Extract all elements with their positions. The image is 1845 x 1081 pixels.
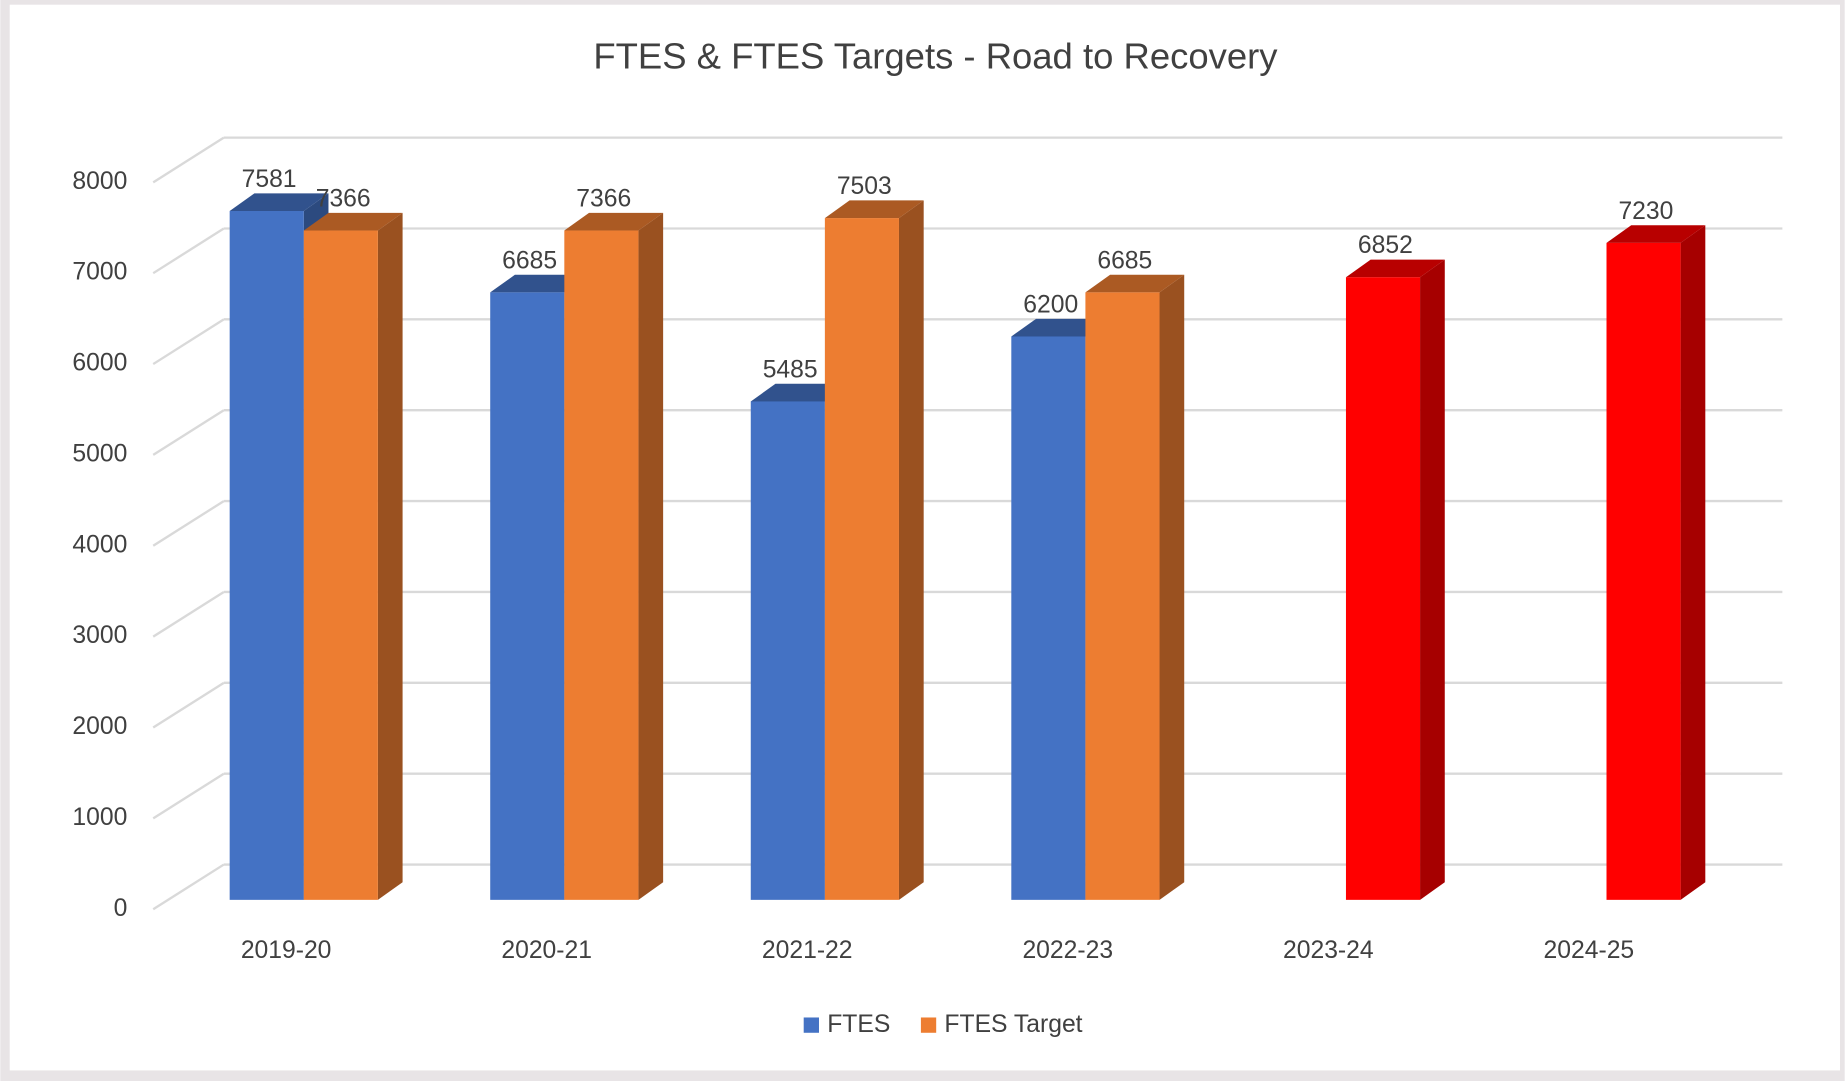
x-tick-label: 2019-20 [241, 937, 332, 964]
grid-line-side [152, 500, 225, 547]
x-tick-label: 2020-21 [501, 937, 592, 964]
bar-front [490, 292, 565, 900]
y-tick-label: 6000 [72, 350, 127, 377]
x-tick-label: 2022-23 [1022, 937, 1113, 964]
data-label: 7503 [837, 173, 892, 200]
data-label: 6852 [1358, 232, 1413, 259]
bar-front [303, 230, 378, 900]
x-tick-label: 2024-25 [1544, 937, 1635, 964]
bar-side [1159, 274, 1185, 900]
bar-top [824, 200, 924, 219]
chart-title: FTES & FTES Targets - Road to Recovery [593, 35, 1278, 76]
grid-line-side [152, 772, 225, 820]
bar-front [1011, 336, 1086, 900]
y-tick-label: 2000 [72, 713, 127, 740]
bar-front [750, 401, 825, 900]
bar-front [229, 210, 304, 900]
bar [564, 212, 664, 900]
bar-side [377, 212, 403, 900]
y-tick-label: 3000 [72, 622, 127, 649]
bar [303, 212, 403, 900]
legend-swatch [920, 1017, 937, 1033]
data-label: 7581 [242, 166, 297, 193]
grid-line-side [152, 227, 225, 275]
bar-front [1345, 277, 1421, 900]
grid-line-side [152, 136, 225, 184]
y-tick-label: 5000 [72, 440, 127, 467]
legend-swatch [803, 1017, 819, 1033]
bar [1345, 259, 1445, 900]
data-label: 6200 [1023, 291, 1078, 318]
legend-label: FTES [827, 1011, 890, 1038]
grid-line-side [152, 590, 225, 638]
bar-top [229, 193, 329, 211]
bar-top [564, 212, 664, 231]
data-label: 5485 [763, 356, 818, 383]
y-tick-label: 4000 [72, 531, 127, 558]
bar-side [1680, 225, 1706, 900]
grid-line-side [152, 681, 225, 729]
bar-side [638, 212, 664, 900]
data-label: 7366 [316, 185, 371, 212]
bar-top [1085, 274, 1185, 293]
grid-line-side [152, 863, 225, 911]
bar [824, 200, 924, 900]
data-label: 6685 [502, 247, 557, 274]
bar-front [564, 230, 639, 900]
y-tick-label: 0 [114, 895, 128, 922]
grid-line-side [152, 409, 225, 456]
bar-front [824, 218, 899, 900]
bar [1085, 274, 1185, 900]
x-tick-label: 2023-24 [1283, 937, 1374, 964]
x-tick-label: 2021-22 [762, 937, 853, 964]
bar-front [1606, 242, 1681, 900]
bar [1606, 225, 1706, 900]
bar-top [1606, 225, 1706, 243]
data-label: 7230 [1618, 198, 1673, 225]
bar-side [898, 200, 924, 900]
legend-label: FTES Target [944, 1011, 1082, 1038]
bar-top [1345, 259, 1445, 278]
y-tick-label: 8000 [72, 168, 127, 195]
data-label: 6685 [1097, 247, 1152, 274]
data-label: 7366 [576, 185, 631, 212]
bar-top [303, 212, 403, 231]
bar-front [1085, 292, 1160, 900]
y-tick-label: 7000 [72, 259, 127, 286]
bar-side [1420, 259, 1445, 900]
grid-line-side [152, 318, 225, 366]
y-tick-label: 1000 [72, 804, 127, 831]
